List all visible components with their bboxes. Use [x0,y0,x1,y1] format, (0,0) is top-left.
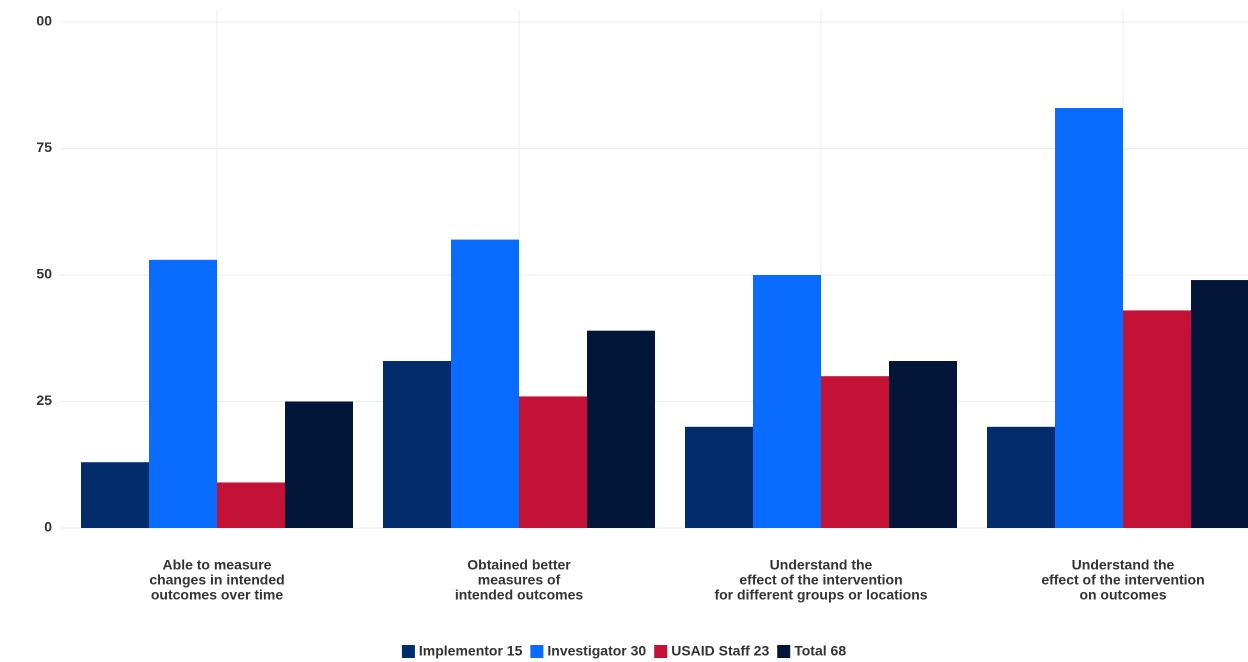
x-tick-label: on outcomes [1079,587,1166,603]
x-tick-label: measures of [478,572,561,588]
y-tick-label: 00 [36,13,52,29]
x-tick-label: Obtained better [467,557,571,573]
bar [587,330,655,528]
legend-label: Implementor 15 [419,643,523,659]
x-tick-label: Understand the [770,557,873,573]
bar [149,259,217,528]
x-tick-label: intended outcomes [455,587,584,603]
x-tick-label: changes in intended [149,572,284,588]
x-tick-label: Understand the [1072,557,1175,573]
y-tick-label: 75 [36,139,52,155]
legend-swatch [530,645,544,658]
bar [383,361,451,528]
bar [451,239,519,528]
y-tick-label: 25 [36,392,52,408]
bar [1123,310,1191,528]
bar [519,396,587,528]
bar [1191,280,1248,528]
x-tick-label: for different groups or locations [714,587,927,603]
x-tick-label: effect of the intervention [739,572,902,588]
legend-label: Total 68 [794,643,846,659]
bar [685,426,753,528]
bar [987,426,1055,528]
y-tick-label: 50 [36,266,52,282]
legend: Implementor 15 Investigator 30 USAID Staff… [401,643,846,659]
legend-label: USAID Staff 23 [671,643,769,659]
x-tick-label: outcomes over time [151,587,283,603]
legend-swatch [401,645,415,658]
bar [81,462,149,528]
bar [821,376,889,528]
bar [753,275,821,528]
legend-label: Investigator 30 [547,643,646,659]
bar [889,361,957,528]
bar [217,482,285,528]
legend-swatch [654,645,668,658]
legend-swatch [777,645,791,658]
bar [285,401,353,528]
x-tick-label: Able to measure [163,557,272,573]
bar [1055,108,1123,529]
y-tick-label: 0 [44,519,52,535]
x-tick-label: effect of the intervention [1041,572,1204,588]
